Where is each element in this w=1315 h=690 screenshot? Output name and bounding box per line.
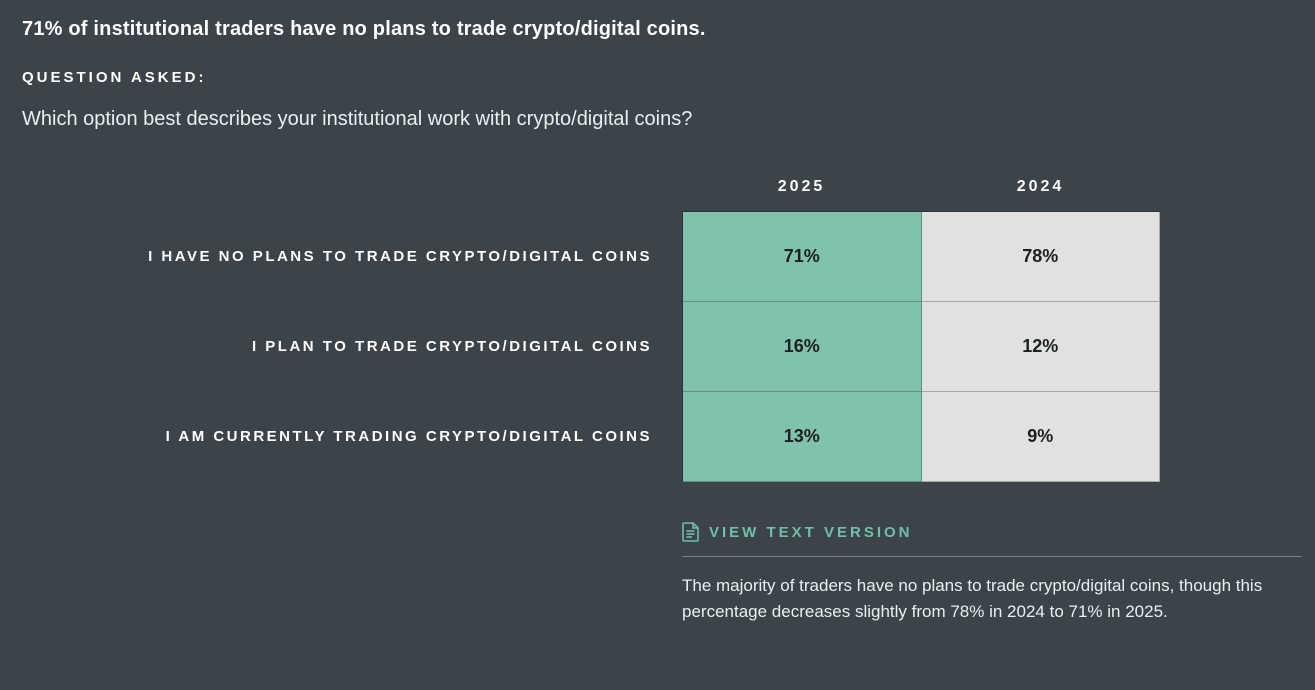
cell-r2-c0: 13% <box>683 392 922 482</box>
row-labels: I HAVE NO PLANS TO TRADE CRYPTO/DIGITAL … <box>22 163 682 481</box>
footer-area: VIEW TEXT VERSION The majority of trader… <box>682 522 1302 626</box>
row-label-2: I AM CURRENTLY TRADING CRYPTO/DIGITAL CO… <box>22 391 652 481</box>
col-header-2024: 2024 <box>921 178 1160 196</box>
summary-text: The majority of traders have no plans to… <box>682 573 1302 626</box>
cell-r1-c0: 16% <box>683 302 922 392</box>
view-text-version-link[interactable]: VIEW TEXT VERSION <box>682 522 1302 557</box>
column-headers: 2025 2024 <box>682 163 1160 211</box>
question-asked-label: QUESTION ASKED: <box>22 69 1293 86</box>
grid-block: 2025 2024 71% 78% 16% 12% 13% 9% <box>682 163 1160 482</box>
row-label-0: I HAVE NO PLANS TO TRADE CRYPTO/DIGITAL … <box>22 211 652 301</box>
headline: 71% of institutional traders have no pla… <box>22 18 1293 41</box>
headline-bold: crypto/digital coins. <box>513 18 706 40</box>
cell-r1-c1: 12% <box>922 302 1161 392</box>
cell-r0-c0: 71% <box>683 212 922 302</box>
survey-table: I HAVE NO PLANS TO TRADE CRYPTO/DIGITAL … <box>22 163 1293 482</box>
col-header-2025: 2025 <box>682 178 921 196</box>
page-root: 71% of institutional traders have no pla… <box>0 0 1315 648</box>
headline-prefix: 71% of institutional traders have no pla… <box>22 18 513 40</box>
view-text-version-label: VIEW TEXT VERSION <box>709 524 913 541</box>
row-label-1: I PLAN TO TRADE CRYPTO/DIGITAL COINS <box>22 301 652 391</box>
cell-r0-c1: 78% <box>922 212 1161 302</box>
question-text: Which option best describes your institu… <box>22 108 1293 131</box>
document-icon <box>682 522 699 542</box>
cell-r2-c1: 9% <box>922 392 1161 482</box>
data-grid: 71% 78% 16% 12% 13% 9% <box>682 211 1160 482</box>
